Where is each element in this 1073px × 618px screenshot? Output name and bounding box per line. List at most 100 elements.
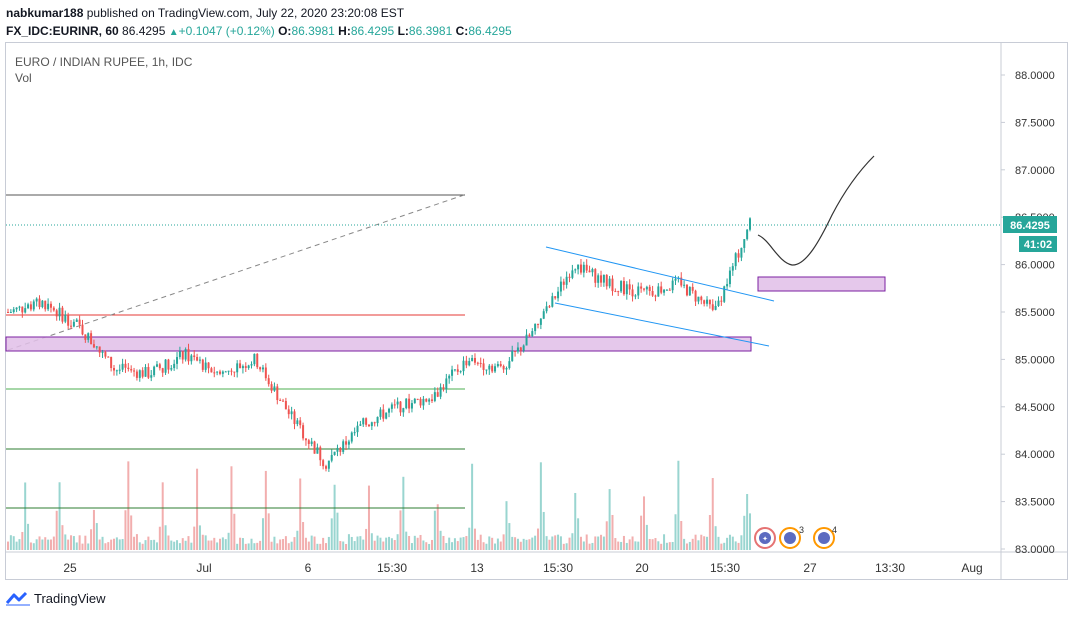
price-tick-label: 84.5000 — [1015, 402, 1055, 414]
low-label: L: — [397, 24, 409, 38]
candle-body — [476, 362, 479, 364]
support-zone[interactable] — [5, 336, 752, 352]
candle-body — [373, 422, 376, 424]
volume-bar — [110, 539, 113, 550]
candle-body — [124, 363, 127, 368]
channel-lower-line[interactable] — [554, 302, 770, 347]
candle-body — [505, 368, 508, 370]
volume-bar — [643, 496, 645, 550]
candle-body — [436, 392, 439, 397]
target-zone[interactable] — [757, 276, 886, 292]
volume-bar — [402, 476, 405, 550]
event-badge-economic[interactable]: ✦ — [754, 527, 776, 549]
volume-bar — [87, 543, 90, 550]
candle-body — [660, 286, 663, 293]
volume-bar — [534, 535, 537, 550]
volume-bar — [373, 540, 376, 550]
time-tick-label: 15:30 — [377, 561, 407, 575]
candle-body — [78, 319, 81, 325]
volume-bar — [204, 535, 207, 550]
candle-body — [551, 296, 554, 307]
candle-body — [72, 321, 75, 327]
volume-bar — [711, 478, 714, 550]
volume-bar — [296, 530, 299, 550]
volume-bar — [399, 510, 402, 550]
volume-bar — [439, 530, 442, 550]
candle-body — [422, 398, 425, 406]
candle-body — [207, 362, 210, 369]
symbol-label: FX_IDC:EURINR, 60 — [6, 24, 119, 38]
volume-bar — [731, 536, 734, 550]
candle-body — [18, 306, 21, 308]
candle-body — [279, 400, 282, 402]
price-axis[interactable]: 88.000087.500087.000086.500086.000085.50… — [1001, 70, 1055, 556]
time-axis[interactable]: 25 Jul 6 15:30 13 15:30 20 15:30 27 13:30 Aug — [63, 561, 982, 575]
candle-body — [173, 363, 176, 369]
volume-bar — [78, 535, 81, 550]
volume-bar — [542, 511, 545, 550]
candle-body — [602, 274, 605, 283]
publisher-name[interactable]: nabkumar188 — [6, 6, 84, 20]
candle-body — [121, 363, 124, 370]
candle-body — [665, 289, 668, 291]
event-badge-earnings[interactable]: 3 — [779, 525, 804, 549]
candle-body — [491, 365, 494, 372]
volume-bar — [431, 539, 433, 550]
volume-bar — [325, 543, 327, 550]
chart-frame[interactable] — [5, 42, 1068, 580]
volume-bar — [663, 534, 666, 550]
candle-body — [253, 353, 256, 365]
candle-body — [299, 420, 302, 426]
candle-body — [539, 318, 542, 325]
projection-path[interactable] — [757, 155, 875, 266]
volume-bar — [121, 539, 124, 550]
volume-bar — [496, 538, 499, 550]
event-badge-news[interactable]: 4 — [813, 525, 837, 549]
dashed-trendline[interactable] — [7, 194, 465, 351]
footer-brand[interactable]: TradingView — [6, 590, 106, 606]
candle-body — [135, 371, 138, 378]
candle-body — [516, 347, 519, 352]
candle-body — [531, 331, 534, 337]
volume-bar — [347, 534, 350, 550]
candle-body — [302, 425, 305, 439]
volume-bar — [462, 537, 465, 550]
candle-body — [70, 325, 73, 327]
volume-bar — [631, 536, 634, 550]
candle-body — [67, 314, 70, 326]
candle-body — [399, 401, 402, 413]
volume-bar — [614, 538, 617, 550]
volume-bar — [239, 537, 242, 550]
candle-body — [193, 355, 196, 358]
volume-bar — [284, 536, 287, 550]
candle-body — [370, 422, 373, 427]
volume-bar — [428, 543, 431, 550]
candle-body — [44, 300, 47, 310]
volume-bar — [236, 543, 239, 550]
volume-bar — [582, 541, 585, 550]
candle-body — [579, 264, 582, 273]
volume-bar — [15, 541, 18, 550]
volume-bar — [740, 535, 743, 550]
candle-body — [330, 454, 333, 461]
volume-bar — [95, 523, 98, 550]
candle-body — [101, 351, 104, 353]
volume-bar — [32, 543, 35, 550]
volume-bar — [408, 535, 411, 550]
volume-bar — [688, 541, 691, 550]
volume-bar — [72, 536, 75, 550]
brand-name: TradingView — [34, 590, 106, 606]
candle-body — [405, 398, 408, 409]
channel-upper-line[interactable] — [545, 246, 775, 302]
volume-bar — [476, 539, 479, 550]
candle-body — [133, 370, 136, 372]
candle-body — [431, 399, 433, 401]
candle-body — [545, 306, 548, 312]
volume-legend: Vol — [15, 71, 32, 85]
candle-body — [408, 398, 411, 409]
volume-bar — [276, 543, 279, 550]
candle-body — [107, 356, 110, 358]
candle-body — [617, 291, 620, 293]
volume-bar — [153, 539, 156, 550]
